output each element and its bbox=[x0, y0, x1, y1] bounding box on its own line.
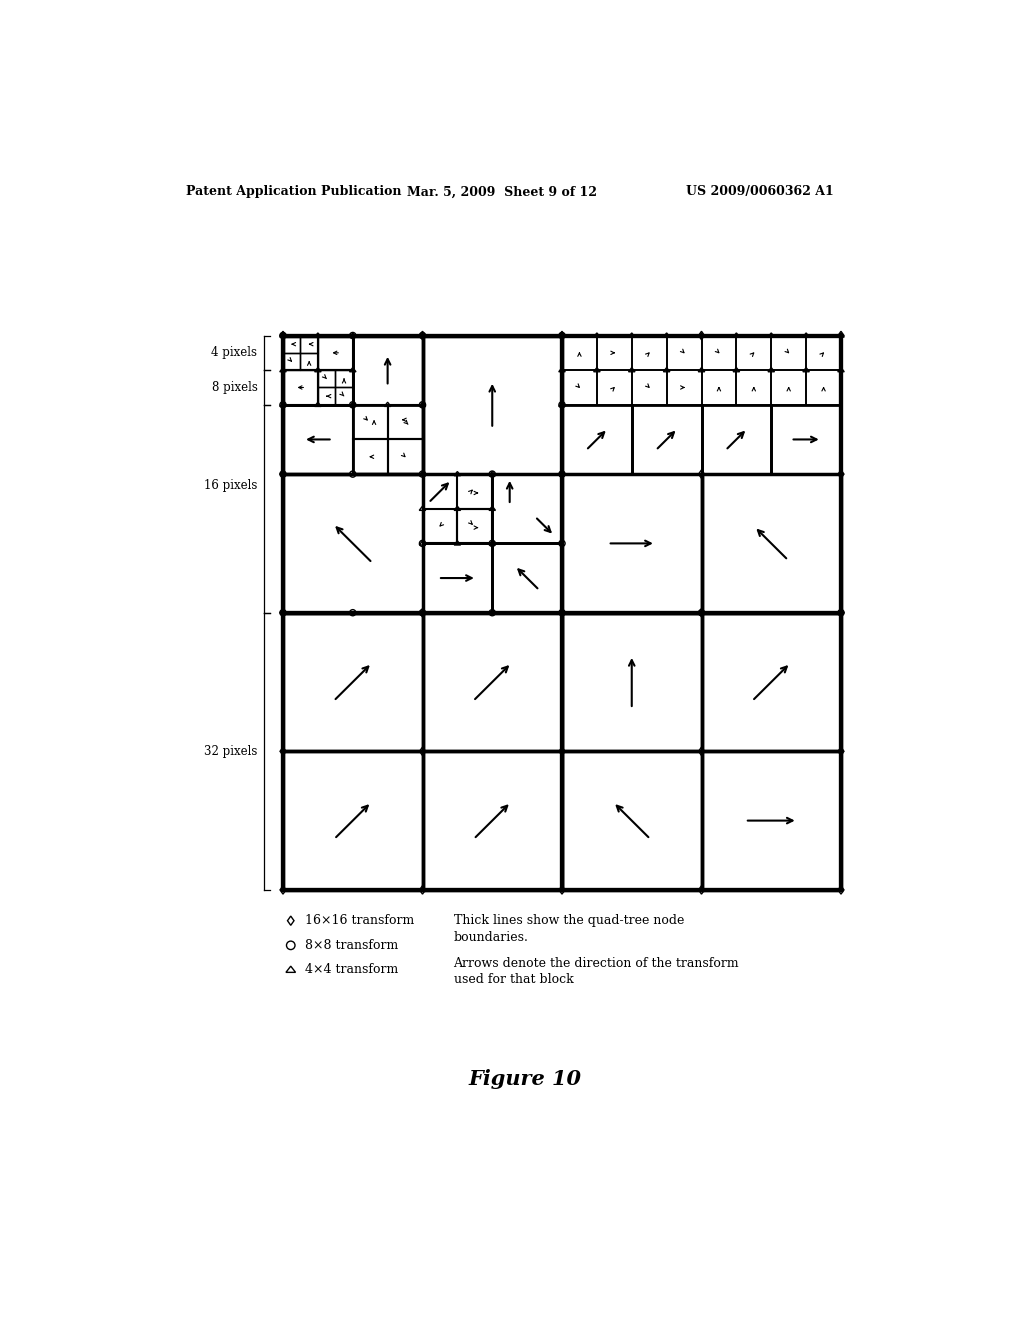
Bar bbox=[300, 335, 317, 352]
Bar bbox=[352, 440, 388, 474]
Bar bbox=[562, 405, 632, 474]
Bar bbox=[701, 751, 841, 890]
Bar bbox=[562, 474, 701, 612]
Bar bbox=[771, 335, 806, 370]
Bar bbox=[806, 335, 841, 370]
Bar bbox=[458, 508, 493, 544]
Bar bbox=[283, 335, 423, 474]
Bar bbox=[701, 335, 736, 370]
Bar bbox=[632, 405, 701, 474]
Text: 8 pixels: 8 pixels bbox=[212, 381, 257, 393]
Bar bbox=[423, 508, 458, 544]
Bar bbox=[388, 440, 423, 474]
Text: Mar. 5, 2009  Sheet 9 of 12: Mar. 5, 2009 Sheet 9 of 12 bbox=[407, 185, 597, 198]
Text: 32 pixels: 32 pixels bbox=[204, 744, 257, 758]
Bar bbox=[283, 335, 562, 612]
Bar bbox=[632, 335, 667, 370]
Text: 8×8 transform: 8×8 transform bbox=[305, 939, 398, 952]
Bar bbox=[771, 370, 806, 405]
Bar bbox=[317, 388, 335, 405]
Bar bbox=[423, 335, 562, 474]
Text: Arrows denote the direction of the transform: Arrows denote the direction of the trans… bbox=[454, 957, 739, 970]
Text: 4×4 transform: 4×4 transform bbox=[305, 964, 398, 977]
Bar bbox=[335, 370, 352, 388]
Bar bbox=[701, 612, 841, 751]
Text: Patent Application Publication: Patent Application Publication bbox=[186, 185, 401, 198]
Bar bbox=[562, 612, 701, 751]
Bar bbox=[283, 612, 423, 751]
Bar bbox=[283, 474, 423, 612]
Bar bbox=[701, 405, 771, 474]
Bar bbox=[352, 405, 388, 440]
Text: 16×16 transform: 16×16 transform bbox=[305, 915, 414, 927]
Text: US 2009/0060362 A1: US 2009/0060362 A1 bbox=[686, 185, 834, 198]
Bar bbox=[562, 370, 597, 405]
Bar bbox=[317, 370, 352, 405]
Bar bbox=[667, 335, 701, 370]
Bar bbox=[352, 335, 423, 405]
Bar bbox=[283, 335, 841, 890]
Bar bbox=[701, 370, 736, 405]
Bar bbox=[317, 370, 335, 388]
Text: Figure 10: Figure 10 bbox=[468, 1069, 582, 1089]
Bar bbox=[562, 612, 841, 890]
Bar bbox=[283, 335, 352, 405]
Bar bbox=[317, 335, 352, 370]
Bar bbox=[562, 335, 597, 370]
Bar bbox=[771, 405, 841, 474]
Text: boundaries.: boundaries. bbox=[454, 931, 528, 944]
Bar bbox=[388, 405, 423, 440]
Bar bbox=[423, 612, 562, 751]
Text: 16 pixels: 16 pixels bbox=[204, 479, 257, 492]
Text: 4 pixels: 4 pixels bbox=[211, 346, 257, 359]
Bar bbox=[806, 370, 841, 405]
Bar bbox=[423, 751, 562, 890]
Bar bbox=[423, 544, 493, 612]
Bar bbox=[283, 335, 300, 352]
Bar bbox=[597, 335, 632, 370]
Bar bbox=[562, 751, 701, 890]
Bar bbox=[458, 474, 493, 508]
Bar bbox=[736, 370, 771, 405]
Bar bbox=[736, 335, 771, 370]
Bar bbox=[283, 335, 317, 370]
Bar bbox=[283, 352, 300, 370]
Bar bbox=[493, 544, 562, 612]
Bar bbox=[283, 370, 317, 405]
Bar bbox=[283, 612, 562, 890]
Text: Thick lines show the quad-tree node: Thick lines show the quad-tree node bbox=[454, 915, 684, 927]
Bar bbox=[300, 352, 317, 370]
Text: used for that block: used for that block bbox=[454, 973, 573, 986]
Bar bbox=[562, 335, 841, 612]
Bar bbox=[283, 405, 352, 474]
Bar bbox=[701, 474, 841, 612]
Bar bbox=[597, 370, 632, 405]
Bar bbox=[423, 474, 493, 544]
Bar bbox=[493, 474, 562, 544]
Bar bbox=[632, 370, 667, 405]
Bar bbox=[283, 751, 423, 890]
Bar bbox=[335, 388, 352, 405]
Bar bbox=[667, 370, 701, 405]
